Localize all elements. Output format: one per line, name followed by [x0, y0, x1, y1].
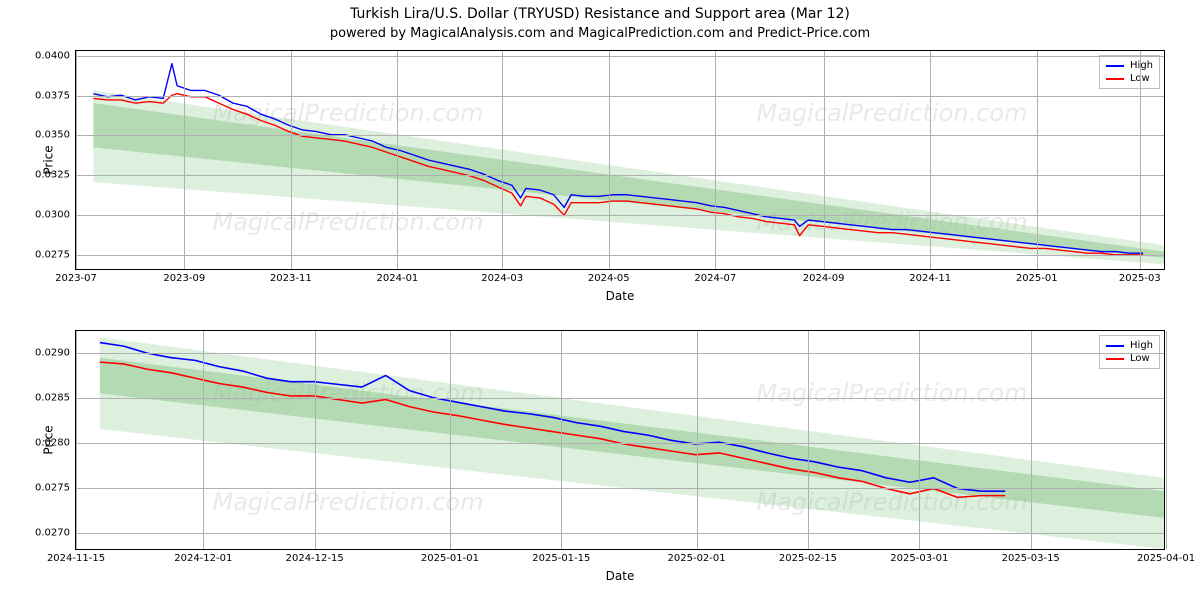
chart-subtitle: powered by MagicalAnalysis.com and Magic…: [0, 26, 1200, 41]
xtick-label: 2025-03-01: [890, 549, 948, 564]
legend: High Low: [1099, 335, 1160, 369]
xtick-label: 2023-11: [270, 269, 312, 284]
xtick-label: 2025-02-01: [668, 549, 726, 564]
xtick-label: 2025-02-15: [779, 549, 837, 564]
legend: High Low: [1099, 55, 1160, 89]
xtick-label: 2024-11-15: [47, 549, 105, 564]
ytick-label: 0.0280: [35, 438, 76, 449]
ytick-label: 0.0400: [35, 50, 76, 61]
ytick-label: 0.0285: [35, 393, 76, 404]
ytick-label: 0.0275: [35, 483, 76, 494]
xtick-label: 2024-09: [803, 269, 845, 284]
bottom-xlabel: Date: [606, 569, 635, 583]
top-chart-svg: [76, 51, 1164, 269]
legend-label: High: [1130, 340, 1153, 351]
xtick-label: 2024-12-15: [286, 549, 344, 564]
figure: Turkish Lira/U.S. Dollar (TRYUSD) Resist…: [0, 0, 1200, 600]
top-xlabel: Date: [606, 289, 635, 303]
xtick-label: 2024-03: [481, 269, 523, 284]
legend-label: High: [1130, 60, 1153, 71]
xtick-label: 2024-07: [694, 269, 736, 284]
legend-swatch-low: [1106, 358, 1124, 360]
xtick-label: 2024-12-01: [174, 549, 232, 564]
ytick-label: 0.0270: [35, 528, 76, 539]
legend-item-low: Low: [1106, 72, 1153, 85]
xtick-label: 2025-03-15: [1002, 549, 1060, 564]
legend-swatch-high: [1106, 65, 1124, 67]
xtick-label: 2025-01: [1016, 269, 1058, 284]
xtick-label: 2025-01-15: [532, 549, 590, 564]
xtick-label: 2024-05: [588, 269, 630, 284]
xtick-label: 2024-01: [377, 269, 419, 284]
top-chart-panel: Price Date MagicalPrediction.com Magical…: [75, 50, 1165, 270]
xtick-label: 2025-01-01: [421, 549, 479, 564]
ytick-label: 0.0300: [35, 210, 76, 221]
ytick-label: 0.0325: [35, 170, 76, 181]
ytick-label: 0.0350: [35, 130, 76, 141]
legend-swatch-high: [1106, 345, 1124, 347]
ytick-label: 0.0275: [35, 250, 76, 261]
ytick-label: 0.0375: [35, 90, 76, 101]
xtick-label: 2025-04-01: [1137, 549, 1195, 564]
chart-title: Turkish Lira/U.S. Dollar (TRYUSD) Resist…: [0, 6, 1200, 22]
xtick-label: 2023-09: [163, 269, 205, 284]
legend-swatch-low: [1106, 78, 1124, 80]
legend-item-high: High: [1106, 339, 1153, 352]
xtick-label: 2025-03: [1119, 269, 1161, 284]
legend-label: Low: [1130, 353, 1150, 364]
bottom-chart-svg: [76, 331, 1164, 549]
xtick-label: 2024-11: [909, 269, 951, 284]
legend-item-high: High: [1106, 59, 1153, 72]
xtick-label: 2023-07: [55, 269, 97, 284]
bottom-chart-panel: Price Date MagicalPrediction.com Magical…: [75, 330, 1165, 550]
ytick-label: 0.0290: [35, 348, 76, 359]
